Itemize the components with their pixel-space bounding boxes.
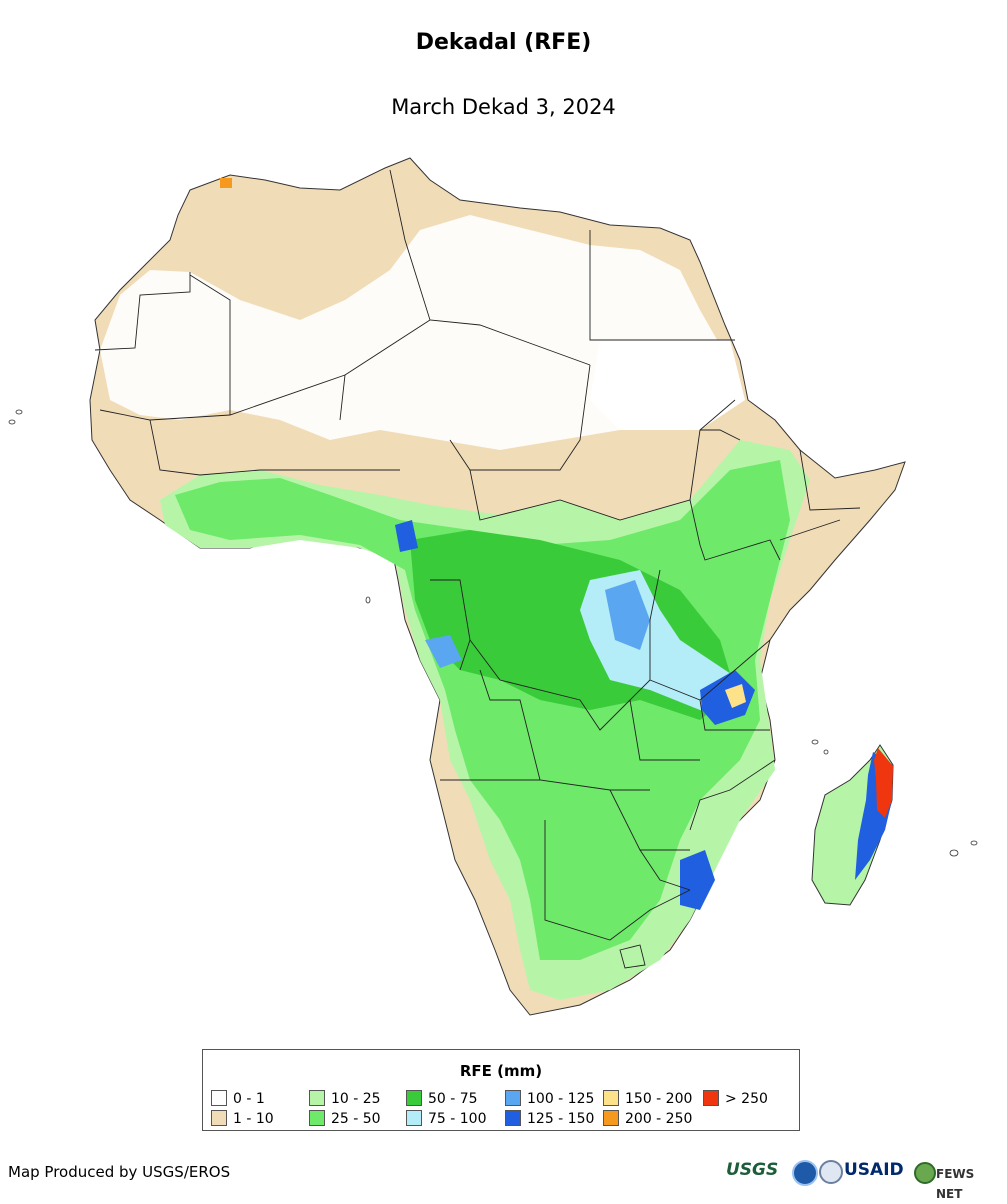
legend-item: > 250 (703, 1090, 768, 1107)
usaid-logo: USAID (844, 1160, 904, 1180)
legend-item: 150 - 200 (603, 1090, 692, 1107)
small-islands (8, 409, 978, 857)
sahara-dry-zone (100, 215, 735, 450)
morocco-wet-patch (220, 178, 232, 188)
legend-swatch (505, 1110, 521, 1126)
legend-swatch (505, 1090, 521, 1106)
wet-zone-150-200 (725, 684, 746, 708)
legend-title: RFE (mm) (459, 1062, 543, 1080)
legend-item: 0 - 1 (211, 1090, 265, 1107)
map-subtitle: March Dekad 3, 2024 (391, 95, 616, 119)
globe-icon (914, 1162, 936, 1184)
usgs-logo: USGS (726, 1160, 779, 1180)
legend-swatch (309, 1110, 325, 1126)
legend-swatch (406, 1110, 422, 1126)
partner-logos: USGS USAID FEWS NET (722, 1156, 1002, 1201)
legend-item: 25 - 50 (309, 1110, 381, 1127)
legend-item: 75 - 100 (406, 1110, 487, 1127)
sahara-dry-zone-east (590, 340, 745, 430)
legend-item: 200 - 250 (603, 1110, 692, 1127)
seal-icon (819, 1160, 843, 1184)
fews-net-logo: FEWS NET (936, 1167, 975, 1201)
map-credit: Map Produced by USGS/EROS (8, 1163, 231, 1181)
wet-zone-100-125 (605, 580, 650, 650)
legend-swatch (211, 1110, 227, 1126)
legend-swatch (603, 1110, 619, 1126)
country-borders (94, 169, 861, 969)
legend-item: 10 - 25 (309, 1090, 381, 1107)
legend-box: RFE (mm) 0 - 1 1 - 10 10 - 25 25 - 50 50… (202, 1049, 800, 1131)
legend-swatch (703, 1090, 719, 1106)
legend-item: 1 - 10 (211, 1110, 274, 1127)
legend-swatch (309, 1090, 325, 1106)
noaa-logo (792, 1160, 818, 1186)
wet-zone-125-150-east (700, 670, 755, 725)
legend-swatch (211, 1090, 227, 1106)
legend-item: 50 - 75 (406, 1090, 478, 1107)
wet-zone-coastal-west (425, 635, 462, 668)
wet-zone-125-150-mozambique (680, 850, 715, 910)
madagascar-wet-extreme (874, 748, 893, 818)
africa-rainfall-map (8, 157, 978, 1016)
legend-swatch (406, 1090, 422, 1106)
legend-item: 100 - 125 (505, 1090, 594, 1107)
wet-zone-upper-guinea (395, 520, 418, 552)
legend-swatch (603, 1090, 619, 1106)
map-title: Dekadal (RFE) (415, 30, 592, 55)
legend-item: 125 - 150 (505, 1110, 594, 1127)
